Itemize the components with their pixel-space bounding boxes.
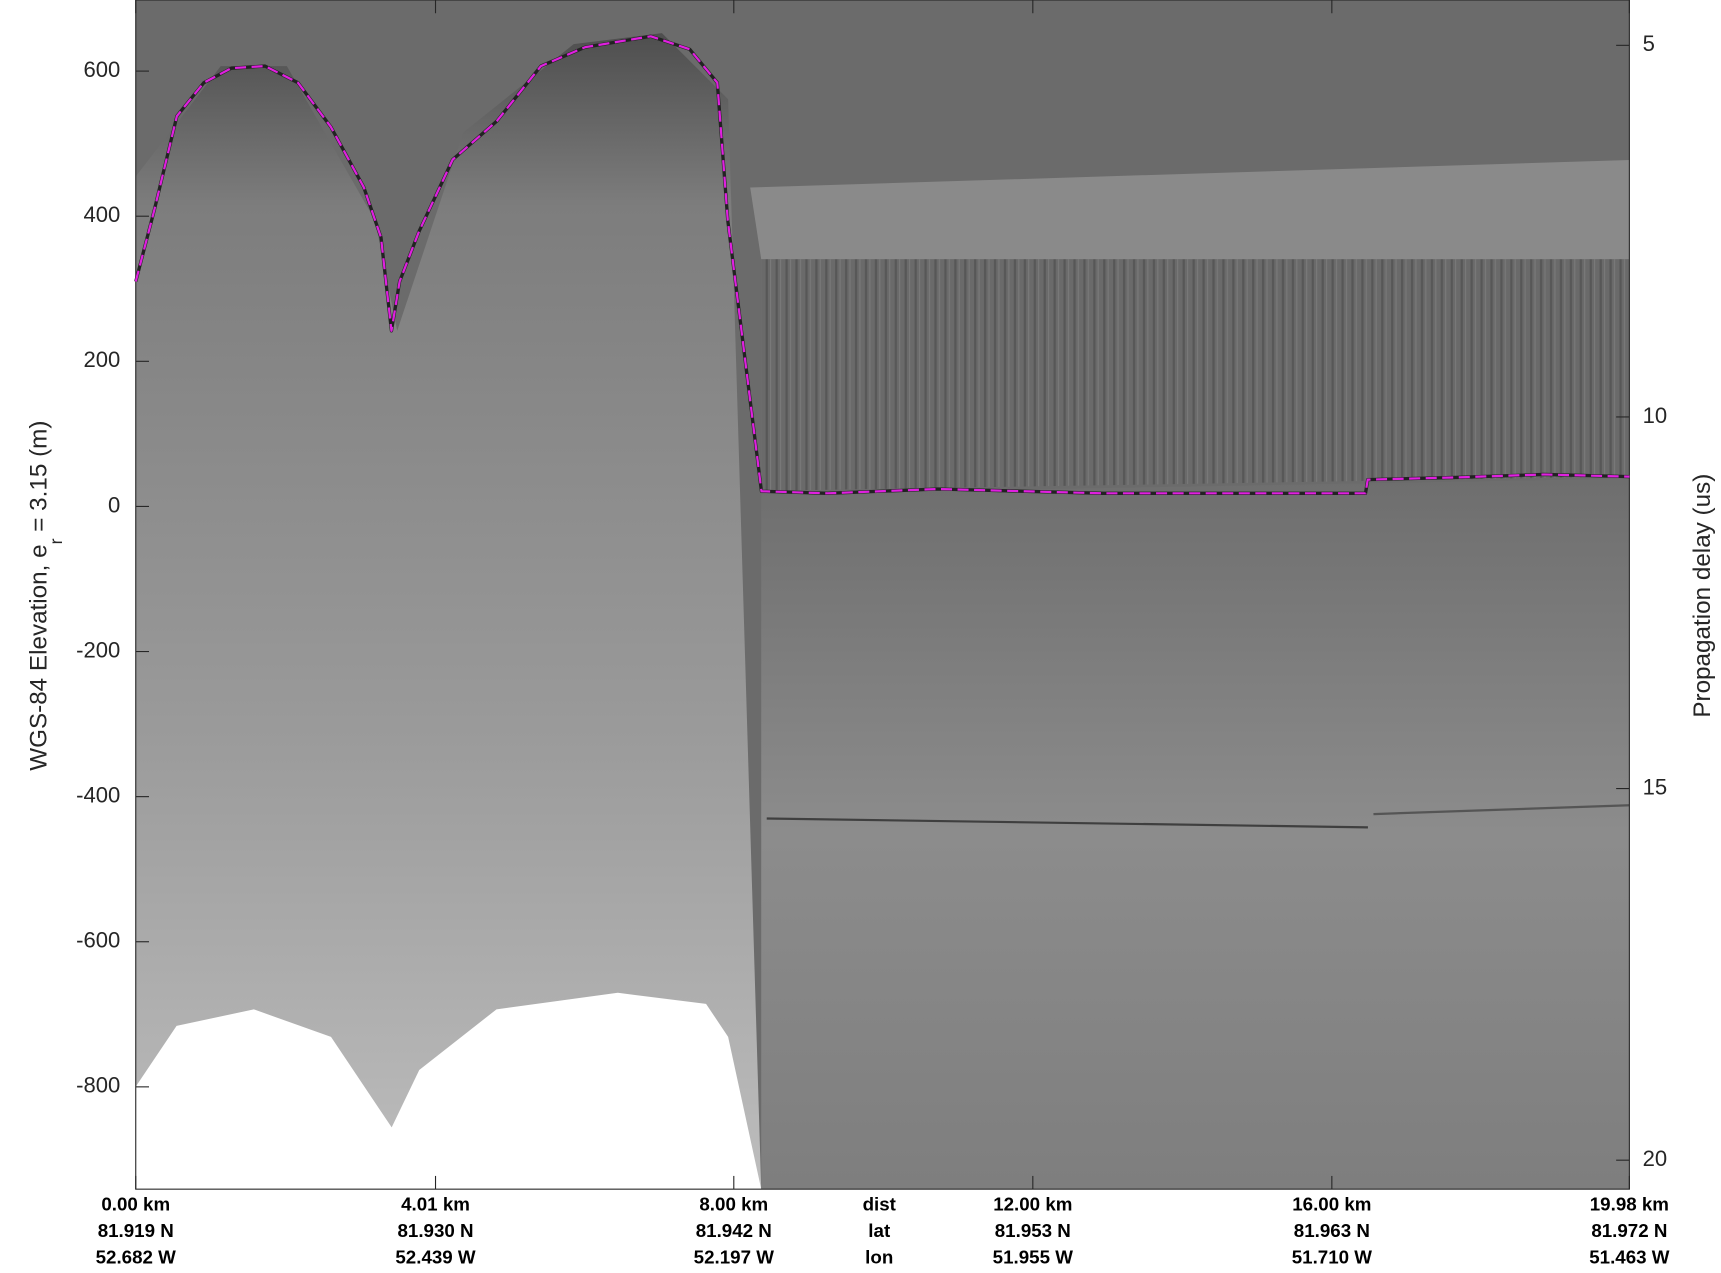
echo-band [750, 159, 1630, 260]
y2-axis-label: Propagation delay (us) [1689, 474, 1716, 718]
lat-label: 81.972 N [1591, 1220, 1667, 1241]
x-tick-label: 16.00 km [1292, 1194, 1371, 1215]
x-tick-label: 4.01 km [401, 1194, 470, 1215]
echo-layer [766, 817, 1368, 829]
echo-streaks [761, 259, 1630, 491]
x-tick-label: 0.00 km [101, 1194, 170, 1215]
y-tick-label: -400 [76, 782, 120, 807]
lon-label: 52.682 W [96, 1247, 177, 1268]
echo-void [135, 992, 762, 1190]
echo-layer [1373, 804, 1630, 816]
x-row-label: lon [865, 1247, 893, 1268]
lat-label: 81.953 N [995, 1220, 1071, 1241]
y-tick-label: -200 [76, 637, 120, 662]
y2-tick-label: 20 [1643, 1146, 1668, 1171]
x-row-label: lat [868, 1220, 891, 1241]
y-label-sub: r [46, 538, 66, 544]
lon-label: 51.710 W [1292, 1247, 1373, 1268]
echogram [135, 0, 1630, 1190]
x-tick-label: 8.00 km [699, 1194, 768, 1215]
y-tick-label: -800 [76, 1073, 120, 1098]
lon-label: 52.197 W [694, 1247, 775, 1268]
lon-label: 52.439 W [395, 1247, 476, 1268]
y-axis-label: WGS-84 Elevation, er = 3.15 (m) [25, 421, 65, 771]
x-tick-label: 19.98 km [1590, 1194, 1669, 1215]
x-row-label: dist [863, 1194, 897, 1215]
y-label-tail: = 3.15 (m) [25, 421, 52, 539]
echo-right [761, 478, 1630, 1190]
lat-label: 81.919 N [98, 1220, 174, 1241]
y-label-main: WGS-84 Elevation, e [25, 544, 52, 770]
y-tick-label: -600 [76, 928, 120, 953]
lat-label: 81.930 N [397, 1220, 473, 1241]
x-tick-label: 12.00 km [993, 1194, 1072, 1215]
lon-label: 51.463 W [1589, 1247, 1670, 1268]
y2-tick-label: 5 [1643, 31, 1655, 56]
plot-frame [135, 0, 1630, 1190]
y-tick-label: 400 [84, 202, 121, 227]
y-tick-label: 200 [84, 347, 121, 372]
y-tick-label: 0 [108, 492, 120, 517]
lat-label: 81.942 N [696, 1220, 772, 1241]
y2-tick-label: 10 [1643, 403, 1668, 428]
y2-tick-label: 15 [1643, 774, 1668, 799]
lat-label: 81.963 N [1294, 1220, 1370, 1241]
lon-label: 51.955 W [993, 1247, 1074, 1268]
echo-left [135, 33, 762, 1190]
surface-line [134, 35, 1630, 495]
y-tick-label: 600 [84, 57, 121, 82]
